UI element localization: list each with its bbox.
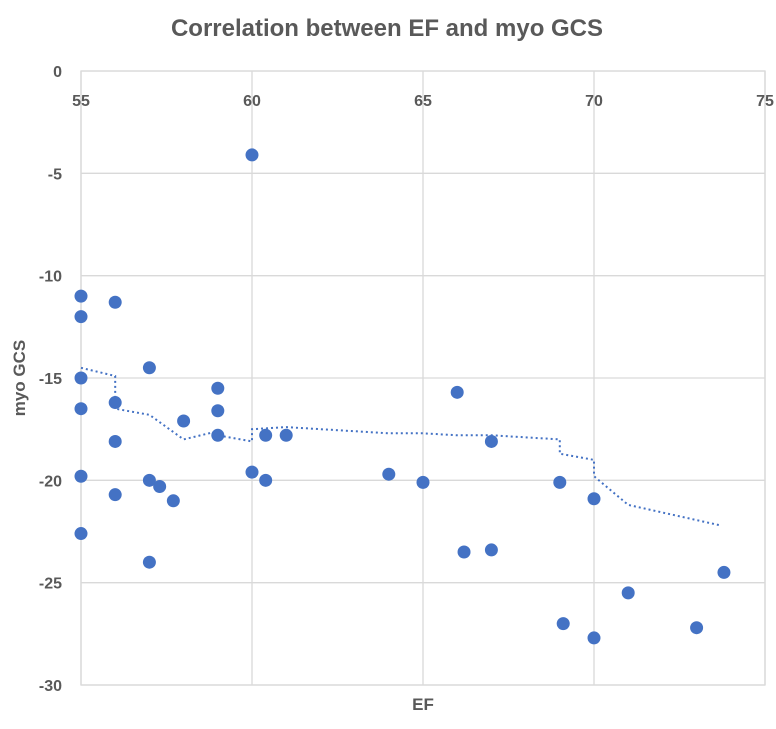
y-tick-label: -15 [39, 371, 62, 388]
chart-title: Correlation between EF and myo GCS [171, 15, 603, 42]
data-point [556, 617, 570, 631]
data-point [74, 527, 88, 541]
x-axis-label: EF [412, 695, 434, 714]
trendline [80, 366, 721, 527]
y-tick-label: -20 [39, 473, 62, 490]
x-tick-label: 55 [72, 93, 90, 110]
y-tick-label: -5 [48, 166, 62, 183]
data-point [177, 414, 191, 428]
data-point [484, 543, 498, 557]
gridlines [80, 70, 766, 686]
data-point [587, 631, 601, 645]
data-point [74, 402, 88, 416]
data-point [259, 428, 273, 442]
data-point [484, 434, 498, 448]
data-point [457, 545, 471, 559]
data-point [74, 469, 88, 483]
tick-labels: 55 60 65 70 75 0 -5 -10 -15 -20 -25 -30 [39, 64, 774, 695]
data-point [108, 295, 122, 309]
data-point [717, 565, 731, 579]
y-tick-label: -25 [39, 576, 62, 593]
y-tick-label: 0 [53, 64, 62, 81]
data-point [245, 148, 259, 162]
data-point [621, 586, 635, 600]
x-tick-label: 75 [756, 93, 774, 110]
data-point [142, 473, 156, 487]
x-tick-label: 60 [243, 93, 261, 110]
data-point [108, 488, 122, 502]
data-point [245, 465, 259, 479]
x-tick-label: 70 [585, 93, 603, 110]
data-point [74, 310, 88, 324]
data-point [416, 475, 430, 489]
y-axis-label: myo GCS [10, 340, 29, 417]
data-point [142, 555, 156, 569]
data-points [74, 148, 731, 645]
data-point [108, 396, 122, 410]
data-point [450, 385, 464, 399]
data-point [211, 428, 225, 442]
data-point [74, 289, 88, 303]
x-tick-label: 65 [414, 93, 432, 110]
data-point [587, 492, 601, 506]
y-tick-label: -30 [39, 678, 62, 695]
data-point [279, 428, 293, 442]
data-point [259, 473, 273, 487]
data-point [211, 381, 225, 395]
data-point [166, 494, 180, 508]
data-point [142, 361, 156, 375]
data-point [690, 621, 704, 635]
data-point [153, 479, 167, 493]
data-point [74, 371, 88, 385]
data-point [108, 434, 122, 448]
y-tick-label: -10 [39, 269, 62, 286]
data-point [553, 475, 567, 489]
data-point [211, 404, 225, 418]
data-point [382, 467, 396, 481]
